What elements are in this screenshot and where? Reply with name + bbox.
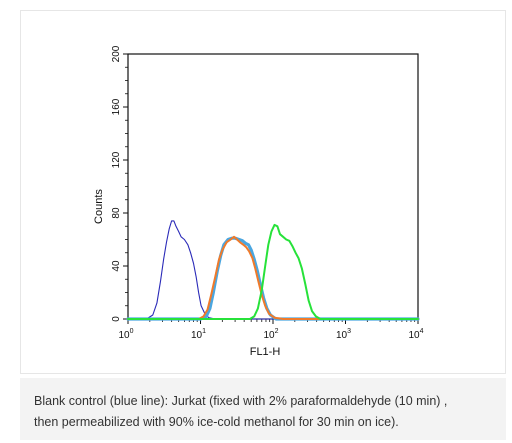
x-tick-label: 100	[118, 328, 133, 341]
y-tick-label: 80	[111, 207, 122, 219]
histogram-series-1	[127, 220, 419, 320]
figure-frame: 0 40 80 120 160 200 100 101 102 103 104 FL1-H Coun…	[20, 10, 506, 374]
axis-labels-layer: FL1-H Counts	[93, 189, 280, 358]
y-tick-label: 40	[111, 260, 122, 272]
caption-line-1: Blank control (blue line): Jurkat (fixed…	[34, 394, 448, 408]
caption-line-2: then permeabilized with 90% ice-cold met…	[34, 415, 399, 429]
histogram-series-3	[127, 235, 419, 320]
y-axis-title: Counts	[93, 189, 105, 224]
y-tick-label: 160	[111, 98, 122, 115]
y-tick-label: 0	[111, 316, 122, 322]
x-axis-title: FL1-H	[250, 346, 281, 358]
x-tick-label: 104	[408, 328, 423, 341]
x-tick-label: 103	[336, 328, 351, 341]
histogram-series-4	[127, 223, 419, 320]
y-tick-label: 200	[111, 45, 122, 62]
y-tick-label: 120	[111, 151, 122, 168]
figure-caption: Blank control (blue line): Jurkat (fixed…	[20, 378, 506, 440]
x-tick-label: 101	[191, 328, 206, 341]
flow-cytometry-histogram: 0 40 80 120 160 200 100 101 102 103 104 FL1-H Coun…	[93, 45, 424, 358]
x-axis: 100 101 102 103 104	[118, 319, 424, 341]
y-axis: 0 40 80 120 160 200	[111, 45, 128, 322]
plot-area-frame	[127, 53, 419, 320]
x-tick-label: 102	[263, 328, 278, 341]
histogram-series-layer	[126, 220, 420, 321]
